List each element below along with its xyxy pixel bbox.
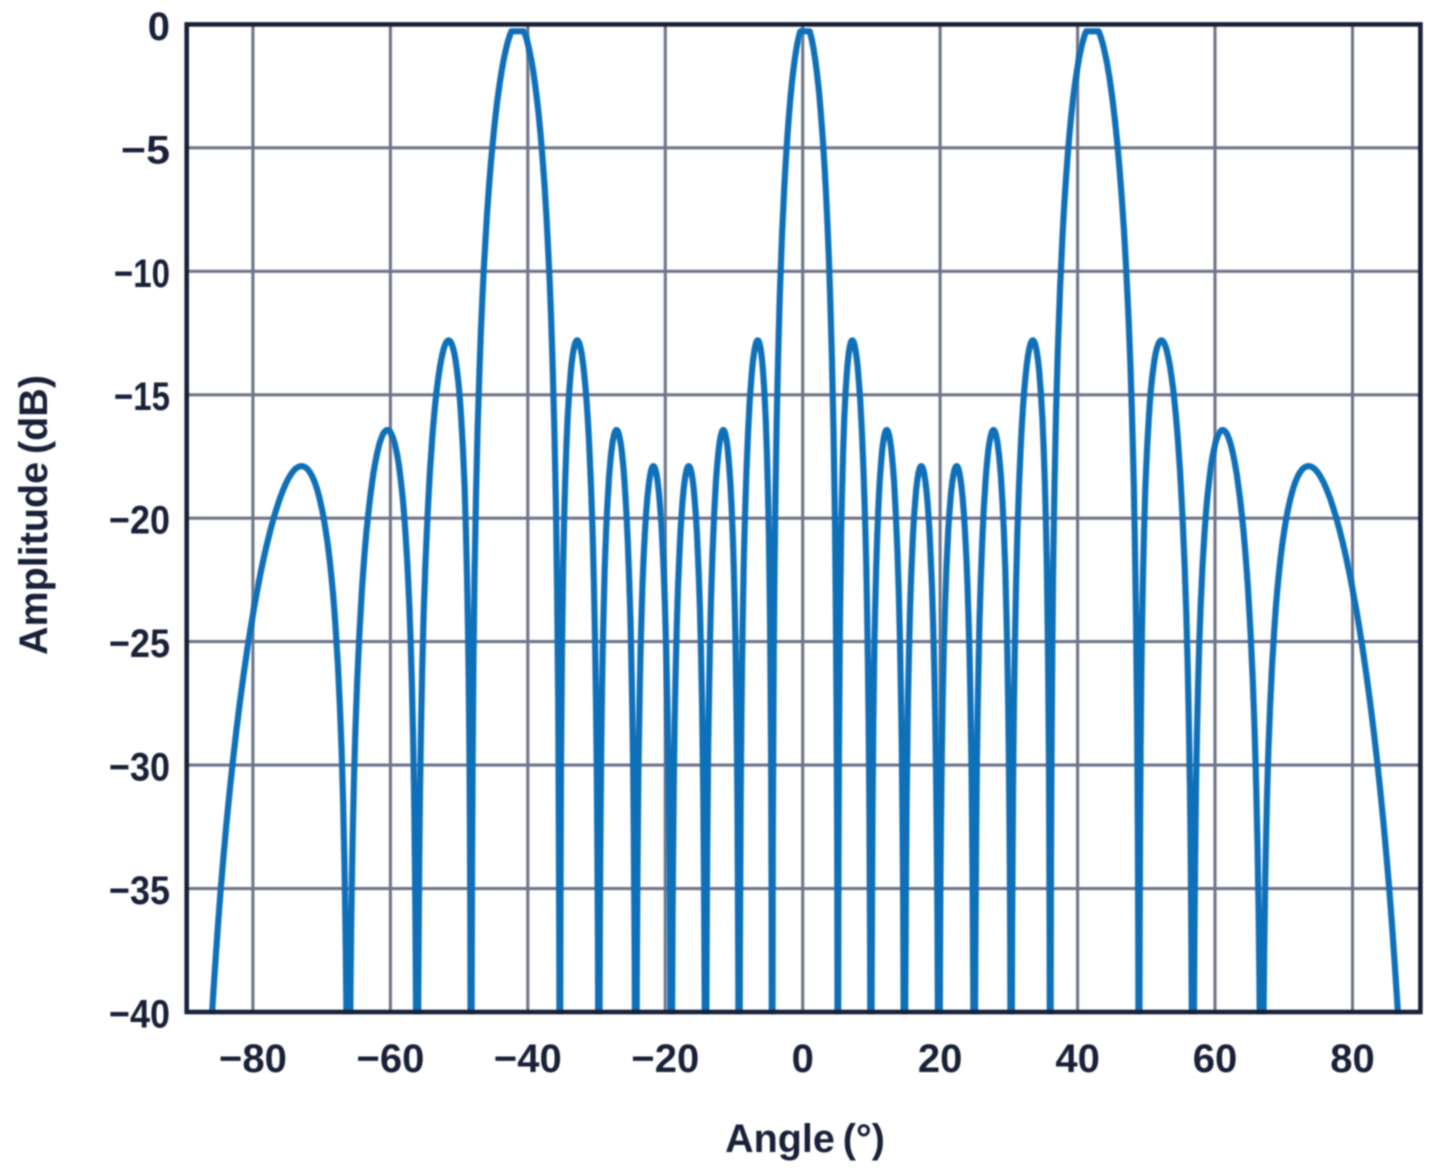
svg-text:−35: −35 — [109, 869, 170, 913]
svg-text:−40: −40 — [109, 993, 170, 1037]
svg-text:Amplitude (dB): Amplitude (dB) — [12, 375, 56, 655]
svg-text:−15: −15 — [114, 375, 170, 419]
svg-text:20: 20 — [918, 1037, 963, 1081]
svg-text:−30: −30 — [109, 746, 170, 790]
svg-text:40: 40 — [1055, 1037, 1100, 1081]
svg-text:−20: −20 — [631, 1037, 699, 1081]
svg-text:−10: −10 — [114, 252, 170, 296]
svg-text:0: 0 — [792, 1037, 814, 1081]
svg-text:0: 0 — [148, 5, 170, 49]
svg-text:−5: −5 — [121, 128, 170, 172]
svg-text:−20: −20 — [109, 499, 170, 543]
svg-text:−25: −25 — [109, 622, 170, 666]
svg-text:−60: −60 — [356, 1037, 424, 1081]
svg-text:60: 60 — [1193, 1037, 1238, 1081]
svg-text:80: 80 — [1330, 1037, 1375, 1081]
svg-text:Angle (°): Angle (°) — [725, 1117, 885, 1161]
svg-text:−40: −40 — [494, 1037, 562, 1081]
svg-text:−80: −80 — [219, 1037, 287, 1081]
